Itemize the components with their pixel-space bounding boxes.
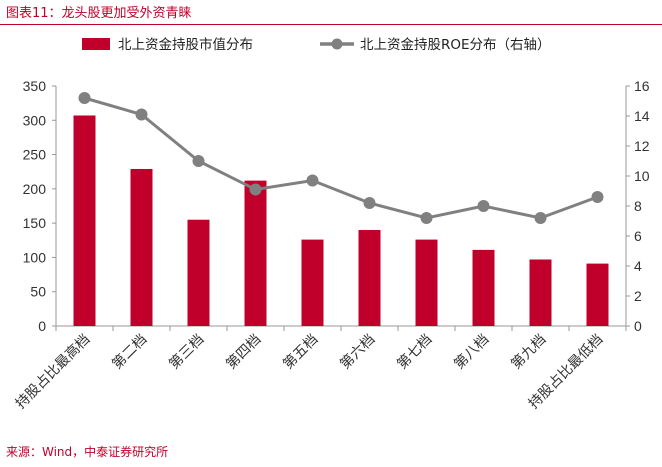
y-left-tick-label: 350 xyxy=(23,78,47,94)
legend-bar-swatch xyxy=(82,38,110,50)
y-left-tick-label: 50 xyxy=(30,284,46,300)
y-right-tick-label: 4 xyxy=(634,258,642,274)
bar xyxy=(586,263,609,326)
title-rule xyxy=(0,24,662,25)
roe-point xyxy=(306,174,319,187)
roe-point xyxy=(249,183,262,196)
y-right-tick-label: 0 xyxy=(634,318,642,334)
roe-point xyxy=(420,212,433,224)
bar xyxy=(130,168,153,326)
bar xyxy=(358,230,381,326)
y-left-tick-label: 100 xyxy=(23,249,47,265)
y-right-tick-label: 6 xyxy=(634,228,642,244)
x-category-label: 第七档 xyxy=(394,331,436,373)
legend-line-marker xyxy=(331,38,343,50)
roe-point xyxy=(192,155,205,167)
x-category-label: 第二档 xyxy=(109,331,151,373)
x-category-label: 持股占比最高档 xyxy=(12,331,93,412)
y-right-tick-label: 8 xyxy=(634,198,642,214)
legend-line-label: 北上资金持股ROE分布（右轴） xyxy=(360,37,551,53)
y-left-tick-label: 150 xyxy=(23,215,47,231)
x-category-label: 第三档 xyxy=(166,331,208,373)
roe-point xyxy=(135,108,148,121)
y-right-tick-label: 10 xyxy=(634,168,650,184)
y-left-tick-label: 300 xyxy=(23,112,47,128)
y-left-tick-label: 200 xyxy=(23,181,47,197)
x-category-label: 第九档 xyxy=(508,331,550,373)
roe-point xyxy=(363,197,376,209)
y-right-tick-label: 2 xyxy=(634,288,642,304)
x-category-label: 第八档 xyxy=(451,331,493,373)
x-category-label: 第六档 xyxy=(337,331,379,373)
bar xyxy=(472,249,495,326)
y-right-tick-label: 14 xyxy=(634,108,650,124)
legend: 北上资金持股市值分布 北上资金持股ROE分布（右轴） xyxy=(82,36,551,53)
roe-point xyxy=(534,212,547,224)
x-category-label: 第五档 xyxy=(280,331,322,373)
plot-area: 0 50 100 150 200 250 300 350 0 2 4 6 8 10 12 14 16 持股占比最高… xyxy=(12,78,650,412)
bar xyxy=(529,259,552,326)
bar xyxy=(244,180,267,326)
bar xyxy=(73,115,96,326)
y-right-tick-label: 12 xyxy=(634,138,650,154)
y-right-tick-label: 16 xyxy=(634,78,650,94)
figure-title: 图表11：龙头股更加受外资青睐 xyxy=(6,6,192,21)
bar xyxy=(415,239,438,326)
x-category-label: 第四档 xyxy=(223,331,265,373)
figure-source: 来源：Wind，中泰证券研究所 xyxy=(6,445,169,459)
bar xyxy=(187,219,210,326)
y-left-tick-label: 0 xyxy=(38,318,46,334)
bar xyxy=(301,239,324,326)
roe-line xyxy=(84,96,599,220)
legend-bar-label: 北上资金持股市值分布 xyxy=(118,36,253,53)
roe-point xyxy=(477,200,490,212)
y-left-tick-label: 250 xyxy=(23,147,47,163)
roe-point xyxy=(591,191,604,203)
roe-point xyxy=(78,92,91,104)
